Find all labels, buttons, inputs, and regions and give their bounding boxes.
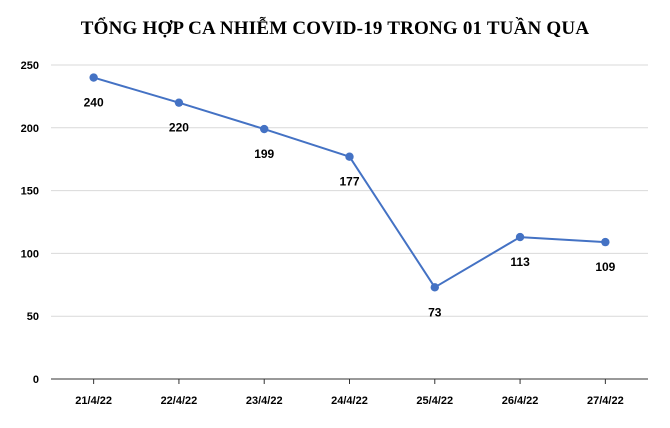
gridlines [51, 64, 648, 317]
x-tick-label-4: 25/4/22 [416, 395, 453, 407]
data-label-6: 109 [595, 260, 615, 274]
x-tick-label-3: 24/4/22 [331, 395, 368, 407]
y-tick-label-150: 150 [21, 186, 39, 198]
y-tick-label-100: 100 [21, 248, 39, 260]
data-point-0 [89, 73, 98, 82]
x-tick-label-5: 26/4/22 [502, 395, 539, 407]
y-tick-label-200: 200 [21, 123, 39, 135]
x-tick-label-6: 27/4/22 [587, 395, 624, 407]
x-tick-label-2: 23/4/22 [246, 395, 283, 407]
data-label-1: 220 [169, 121, 189, 135]
data-point-1 [174, 98, 184, 107]
data-point-6 [601, 237, 610, 247]
y-tick-label-0: 0 [33, 374, 39, 386]
data-point-4 [430, 283, 439, 292]
x-tick-label-1: 22/4/22 [161, 395, 198, 407]
data-point-3 [345, 152, 354, 161]
series-group [89, 73, 610, 292]
x-tick-label-0: 21/4/22 [75, 395, 112, 407]
y-tick-label-250: 250 [21, 60, 39, 72]
data-label-4: 73 [428, 305, 442, 319]
data-label-3: 177 [339, 175, 359, 189]
data-label-0: 240 [84, 96, 104, 110]
data-labels: 240 220 199 177 73 113 109 [84, 96, 616, 320]
data-point-2 [260, 124, 269, 134]
data-point-5 [515, 232, 525, 242]
y-axis-ticks: 0 50 100 150 200 250 [21, 60, 39, 386]
chart-title: TỔNG HỢP CA NHIỄM COVID-19 TRONG 01 TUẦN… [80, 18, 590, 39]
x-axis: 21/4/22 22/4/22 23/4/22 24/4/22 25/4/22 26/4/… [51, 378, 648, 407]
data-label-2: 199 [254, 147, 274, 161]
data-label-5: 113 [510, 255, 530, 269]
y-tick-label-50: 50 [27, 311, 39, 323]
